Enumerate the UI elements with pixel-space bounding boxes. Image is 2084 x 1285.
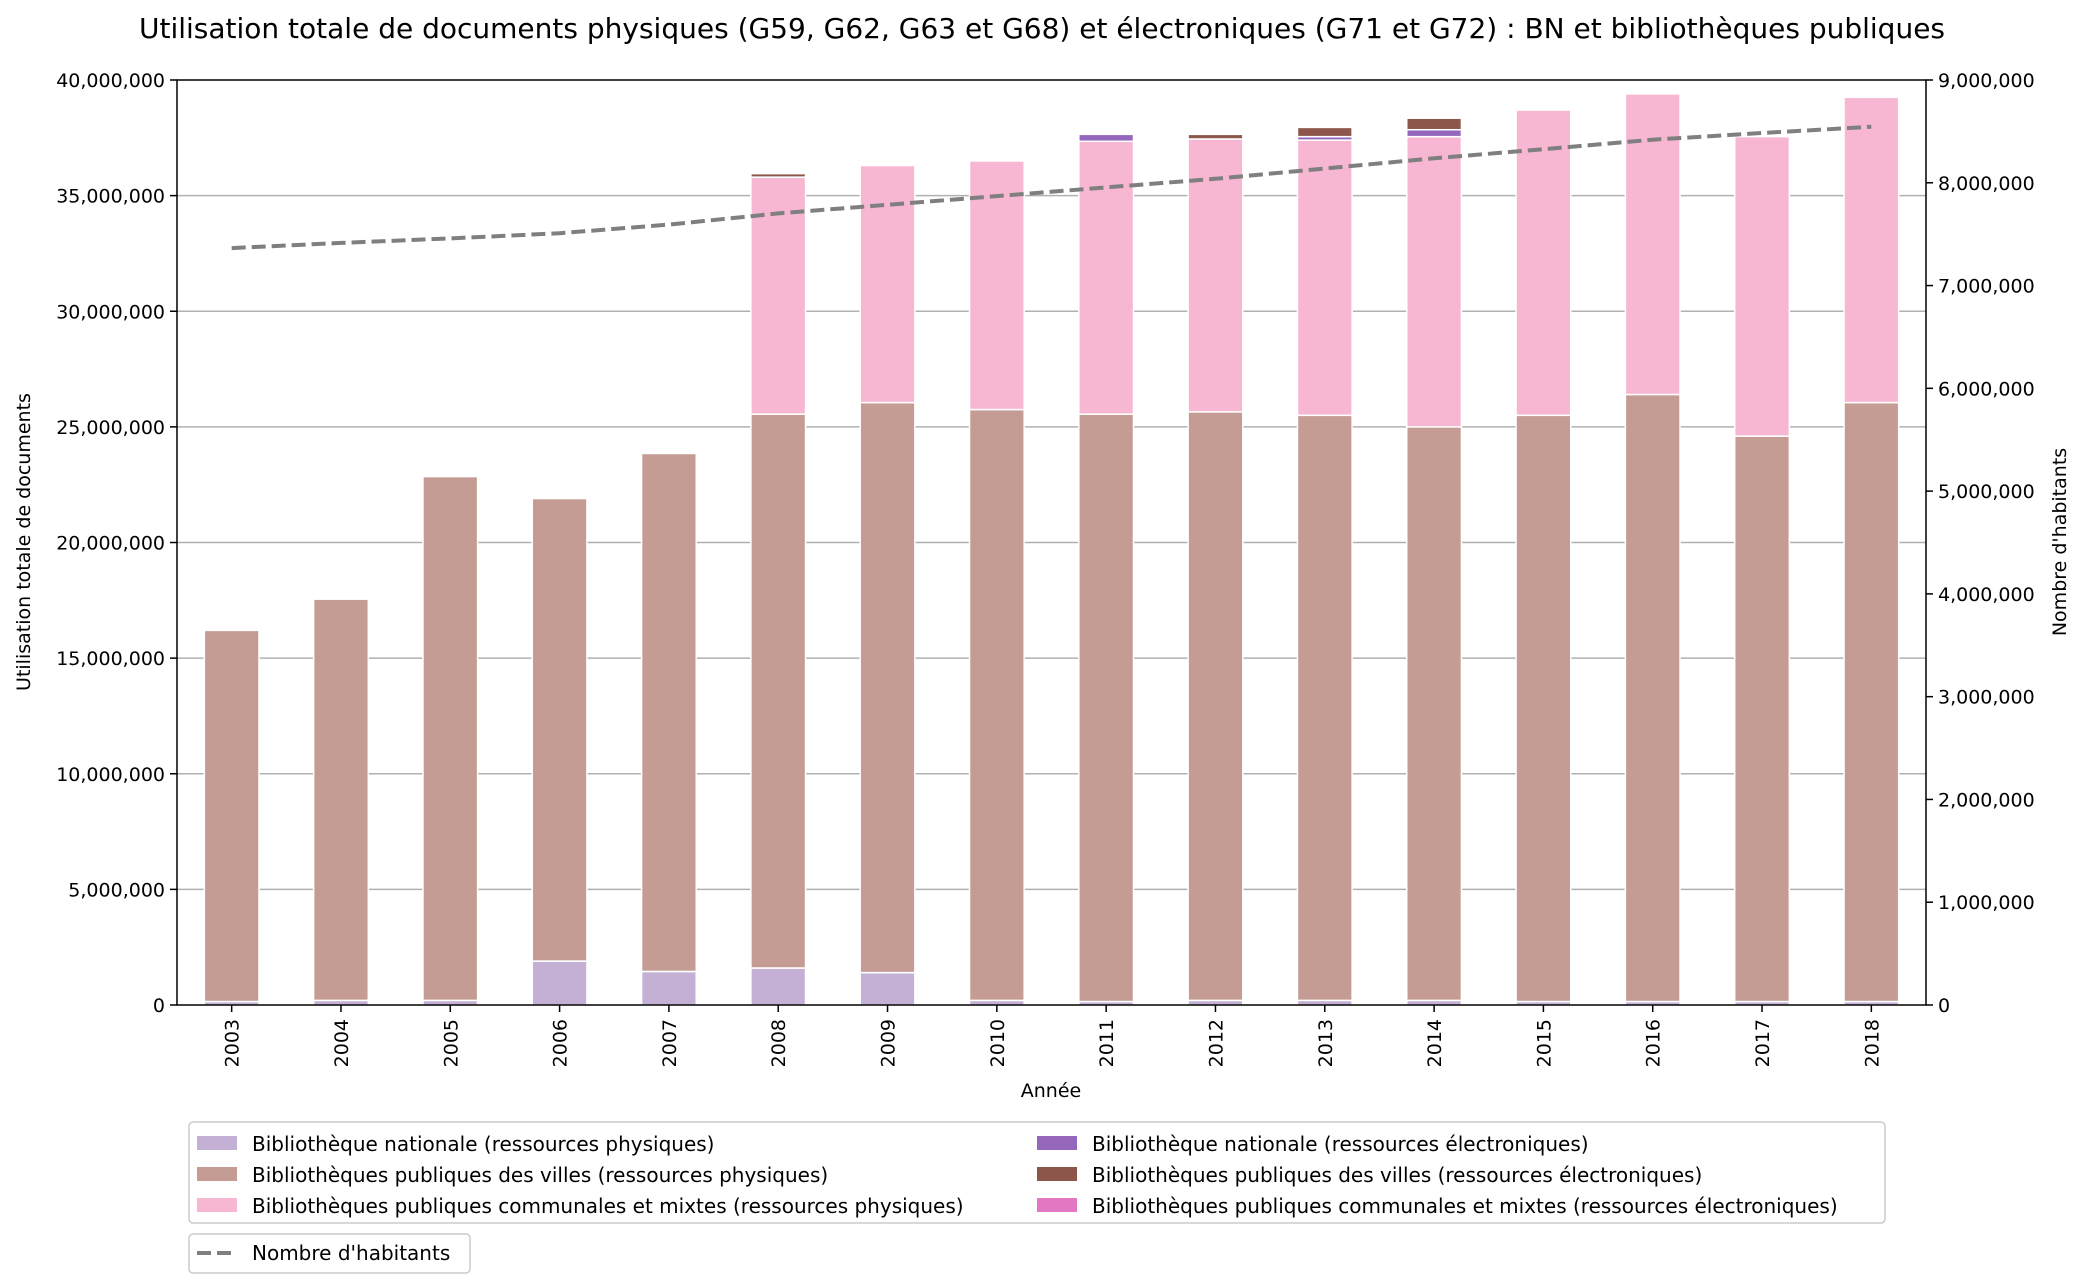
- bar-segment: [531, 960, 588, 1006]
- bar-segment: [1078, 413, 1135, 1003]
- chart-title: Utilisation totale de documents physique…: [139, 12, 1945, 45]
- y-tick-label: 30,000,000: [56, 301, 165, 323]
- x-tick-label: 2012: [1205, 1019, 1227, 1067]
- bar-segment: [859, 164, 916, 404]
- x-tick-label: 2003: [222, 1019, 244, 1067]
- bar-segment: [1515, 109, 1572, 417]
- legend-swatch: [1037, 1136, 1077, 1150]
- y-right-tick-label: 0: [1938, 995, 1950, 1017]
- x-tick-label: 2015: [1533, 1019, 1555, 1067]
- x-tick-label: 2008: [768, 1019, 790, 1067]
- y-right-tick-label: 2,000,000: [1938, 789, 2035, 811]
- y-tick-label: 10,000,000: [56, 764, 165, 786]
- y-right-tick-label: 7,000,000: [1938, 276, 2035, 298]
- bar-segment: [1296, 414, 1353, 1002]
- y-axis-right: 0 1,000,000 2,000,000 3,000,000 4,000,000 5,0…: [1926, 70, 2035, 1017]
- y-tick-label: 5,000,000: [68, 879, 165, 901]
- bar-segment: [859, 971, 916, 1006]
- y-right-tick-label: 8,000,000: [1938, 173, 2035, 195]
- legend-label: Bibliothèque nationale (ressources élect…: [1092, 1132, 1589, 1156]
- bar-segment: [750, 172, 807, 178]
- x-tick-label: 2011: [1096, 1019, 1118, 1067]
- bar-segment: [1078, 140, 1135, 415]
- legend-swatch: [1037, 1167, 1077, 1181]
- legend-swatch: [197, 1167, 237, 1181]
- bar-segment: [1624, 393, 1681, 1003]
- y-axis-right-label: Nombre d'habitants: [2049, 448, 2071, 636]
- bar-segment: [1515, 414, 1572, 1003]
- bar-segment: [1296, 139, 1353, 417]
- bars: [203, 93, 1900, 1006]
- x-tick-label: 2013: [1315, 1019, 1337, 1067]
- legend-line-box: [188, 1233, 471, 1274]
- bar-segment: [1078, 133, 1135, 143]
- bar-segment: [1406, 128, 1463, 138]
- x-tick-label: 2006: [550, 1019, 572, 1067]
- bar-segment: [531, 497, 588, 962]
- y-tick-label: 35,000,000: [56, 186, 165, 208]
- legend-line: Nombre d'habitants: [188, 1233, 471, 1274]
- x-tick-label: 2010: [987, 1019, 1009, 1067]
- bar-segment: [1733, 435, 1791, 1003]
- bar-segment: [1187, 138, 1244, 413]
- x-tick-label: 2004: [331, 1019, 353, 1067]
- y-right-tick-label: 1,000,000: [1938, 892, 2035, 914]
- bar-segment: [312, 598, 370, 1002]
- y-right-tick-label: 4,000,000: [1938, 584, 2035, 606]
- x-axis-label: Année: [1021, 1080, 1081, 1102]
- legend-label: Bibliothèques publiques communales et mi…: [252, 1194, 964, 1218]
- bar-segment: [750, 967, 807, 1006]
- x-tick-label: 2016: [1643, 1019, 1665, 1067]
- x-tick-label: 2018: [1861, 1019, 1883, 1067]
- y-tick-label: 40,000,000: [56, 70, 165, 92]
- bar-segment: [1406, 426, 1463, 1002]
- y-right-tick-label: 5,000,000: [1938, 481, 2035, 503]
- legend-label: Bibliothèques publiques des villes (ress…: [1092, 1163, 1702, 1187]
- bar-segment: [1296, 126, 1353, 138]
- bar-segment: [750, 413, 807, 969]
- y-tick-label: 0: [153, 995, 165, 1017]
- legend-swatch: [197, 1136, 237, 1150]
- bar-segment: [1187, 411, 1244, 1002]
- population-line-path: [231, 124, 1872, 251]
- bar-segment: [640, 970, 697, 1006]
- y-axis-left: 0 5,000,000 10,000,000 15,000,000 20,000,000…: [56, 70, 177, 1017]
- bar-segment: [1406, 117, 1463, 131]
- bar-segment: [968, 160, 1025, 411]
- bar-segment: [1187, 133, 1244, 140]
- bar-segment: [968, 408, 1025, 1002]
- y-right-tick-label: 3,000,000: [1938, 687, 2035, 709]
- bar-segment: [203, 629, 260, 1003]
- y-right-tick-label: 6,000,000: [1938, 378, 2035, 400]
- y-tick-label: 15,000,000: [56, 648, 165, 670]
- population-line: [231, 124, 1872, 251]
- legend-swatch: [1037, 1198, 1077, 1212]
- legend-label: Bibliothèque nationale (ressources physi…: [252, 1132, 714, 1156]
- x-tick-label: 2017: [1752, 1019, 1774, 1067]
- bar-segment: [422, 475, 479, 1002]
- legend-swatch: [197, 1198, 237, 1212]
- x-axis: 2003 2004 2005 2006 2007 2008 2009 2010 2011 2012…: [222, 1005, 1883, 1067]
- legend: Bibliothèque nationale (ressources physi…: [188, 1121, 1886, 1224]
- bar-segment: [640, 452, 697, 973]
- bar-segment: [1843, 96, 1900, 404]
- bar-segment: [859, 401, 916, 974]
- bar-segment: [1624, 93, 1681, 396]
- y-tick-label: 20,000,000: [56, 533, 165, 555]
- bar-segment: [1843, 401, 1900, 1003]
- legend-label: Bibliothèques publiques des villes (ress…: [252, 1163, 828, 1187]
- y-right-tick-label: 9,000,000: [1938, 70, 2035, 92]
- legend-line-label: Nombre d'habitants: [252, 1241, 450, 1265]
- bar-segment: [1406, 116, 1463, 119]
- x-tick-label: 2007: [659, 1019, 681, 1067]
- bar-segment: [1406, 135, 1463, 428]
- x-tick-label: 2014: [1424, 1019, 1446, 1067]
- bar-segment: [1733, 135, 1791, 437]
- y-axis-label: Utilisation totale de documents: [13, 393, 35, 691]
- x-tick-label: 2005: [440, 1019, 462, 1067]
- x-tick-label: 2009: [878, 1019, 900, 1067]
- legend-label: Bibliothèques publiques communales et mi…: [1092, 1194, 1838, 1218]
- y-tick-label: 25,000,000: [56, 417, 165, 439]
